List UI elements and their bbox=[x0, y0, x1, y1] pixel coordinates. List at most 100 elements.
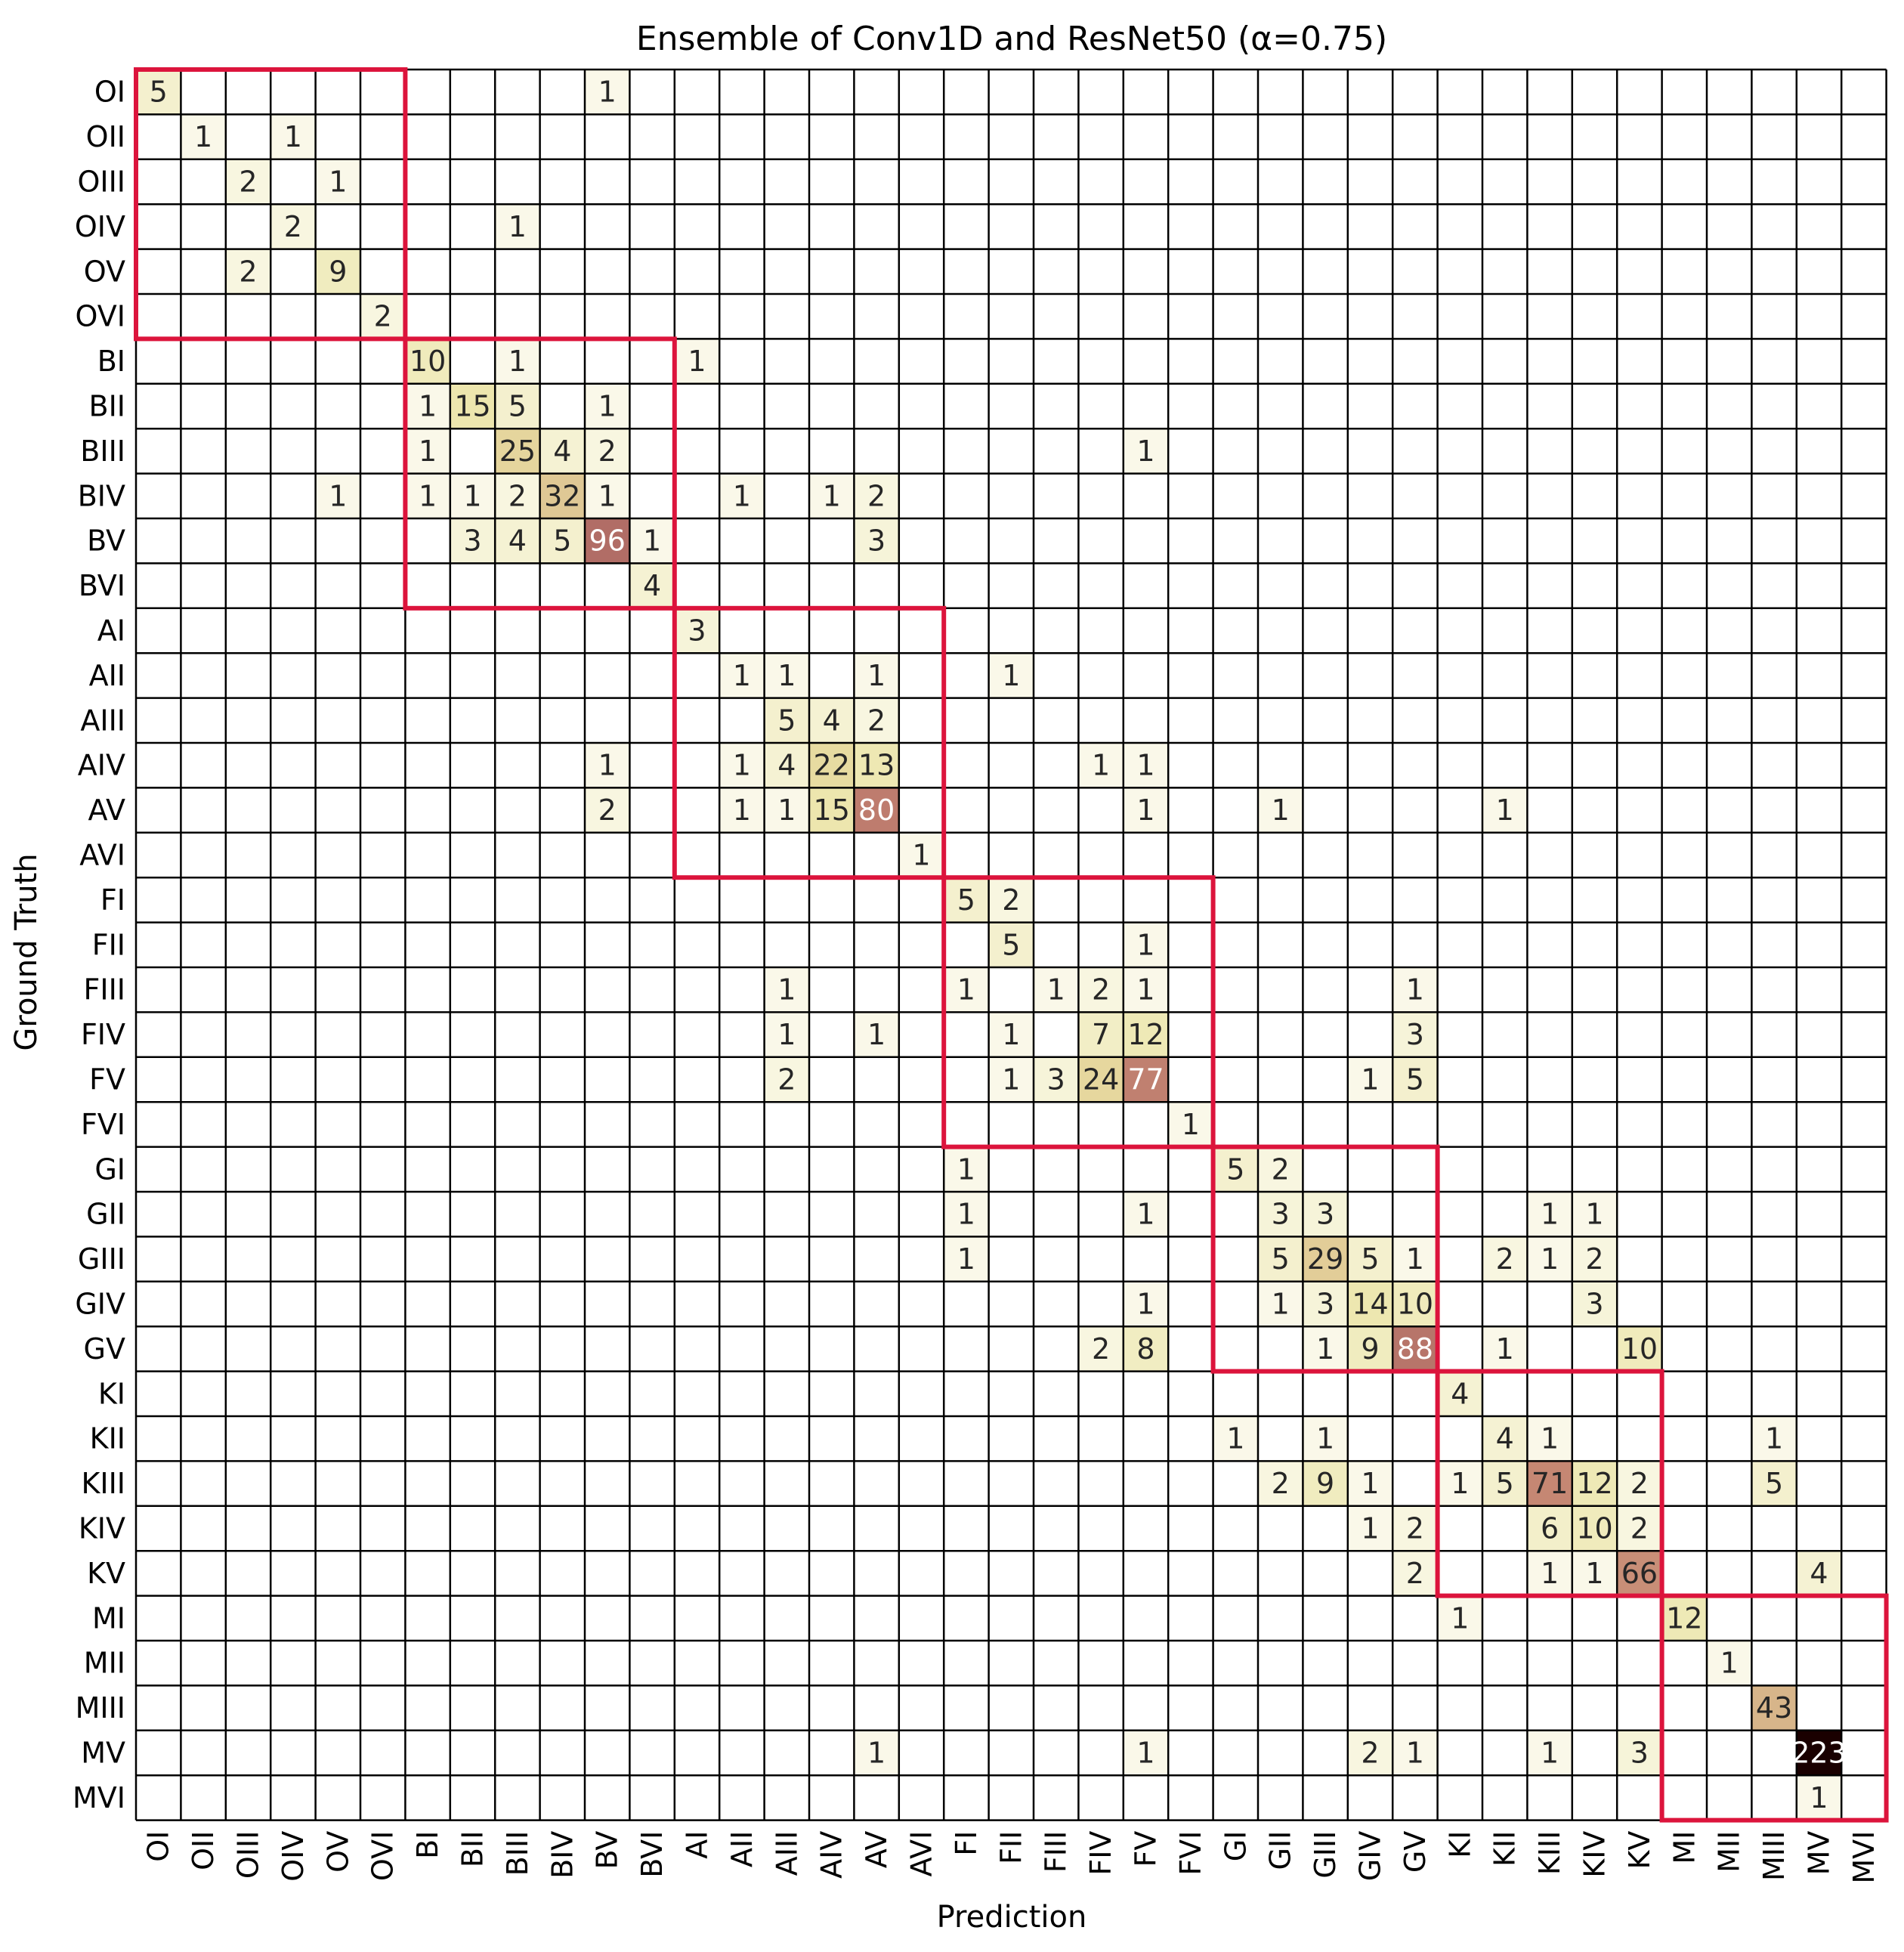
cell-value-label: 2 bbox=[1585, 1242, 1603, 1276]
heatmap-cell bbox=[1437, 1371, 1482, 1416]
heatmap-cell bbox=[1751, 1685, 1797, 1731]
cell-value-label: 1 bbox=[777, 973, 796, 1007]
cell-value-label: 2 bbox=[1092, 973, 1110, 1007]
cell-value-label: 10 bbox=[410, 345, 446, 378]
cell-value-label: 9 bbox=[329, 255, 347, 288]
heatmap-cell bbox=[629, 518, 675, 564]
cell-value-label: 5 bbox=[1226, 1152, 1244, 1186]
cell-value-label: 2 bbox=[1630, 1467, 1649, 1500]
cell-value-label: 25 bbox=[499, 435, 536, 468]
group-highlight-box bbox=[403, 336, 677, 611]
heatmap-cell bbox=[854, 518, 899, 564]
heatmap-cell bbox=[585, 383, 630, 429]
cell-value-label: 5 bbox=[777, 704, 796, 737]
x-tick-label: GIII bbox=[1309, 1831, 1342, 1879]
heatmap-cell bbox=[1303, 1192, 1348, 1237]
cell-value-label: 3 bbox=[688, 614, 706, 648]
cell-value-label: 2 bbox=[239, 255, 257, 288]
cell-value-label: 1 bbox=[957, 1152, 975, 1186]
y-tick-label: BV bbox=[87, 524, 125, 558]
x-tick-label: KV bbox=[1623, 1831, 1656, 1870]
heatmap-cell bbox=[764, 1056, 809, 1103]
heatmap-cell bbox=[764, 743, 809, 788]
cell-value-label: 15 bbox=[814, 793, 850, 827]
y-tick-label: MII bbox=[84, 1647, 125, 1680]
cell-value-label: 9 bbox=[1316, 1467, 1334, 1500]
cell-value-label: 1 bbox=[1002, 1018, 1020, 1051]
x-tick-label: KII bbox=[1488, 1831, 1522, 1867]
heatmap-cell bbox=[315, 159, 360, 205]
x-tick-label: AVI bbox=[905, 1831, 938, 1877]
heatmap-cell bbox=[1392, 1505, 1438, 1551]
cell-value-label: 1 bbox=[329, 166, 347, 199]
y-tick-label: FV bbox=[89, 1063, 125, 1097]
cell-value-label: 77 bbox=[1127, 1063, 1164, 1097]
y-tick-label: BIII bbox=[80, 435, 125, 468]
heatmap-cell bbox=[629, 563, 675, 608]
y-tick-label: GV bbox=[84, 1332, 125, 1366]
heatmap-cell bbox=[809, 787, 855, 833]
cell-value-label: 2 bbox=[1272, 1152, 1290, 1186]
x-tick-label: AIII bbox=[770, 1831, 803, 1876]
x-tick-label: GIV bbox=[1354, 1831, 1387, 1882]
cell-value-label: 5 bbox=[1496, 1467, 1514, 1500]
heatmap-cell bbox=[988, 877, 1034, 923]
x-tick-label: FV bbox=[1130, 1831, 1163, 1867]
x-tick-label: GI bbox=[1219, 1831, 1252, 1862]
heatmap-cell bbox=[1123, 1281, 1169, 1327]
y-tick-label: KIV bbox=[79, 1512, 125, 1545]
heatmap-cell bbox=[1213, 1416, 1258, 1462]
heatmap-cell bbox=[360, 294, 406, 339]
heatmap-cell bbox=[1572, 1281, 1618, 1327]
cell-value-label: 2 bbox=[867, 704, 886, 737]
heatmap-cell bbox=[1482, 1416, 1528, 1462]
x-tick-label: BV bbox=[591, 1831, 624, 1870]
cell-value-label: 2 bbox=[1406, 1557, 1424, 1590]
cell-value-label: 2 bbox=[1496, 1242, 1514, 1276]
heatmap-cell bbox=[719, 473, 765, 518]
heatmap-cell bbox=[719, 743, 765, 788]
x-tick-label: AV bbox=[860, 1831, 893, 1869]
group-highlight-box bbox=[1435, 1369, 1664, 1598]
cell-value-label: 22 bbox=[814, 749, 850, 782]
heatmap-cell bbox=[1527, 1730, 1572, 1776]
y-tick-label: KII bbox=[90, 1422, 125, 1455]
heatmap-cell bbox=[585, 428, 630, 474]
cell-value-label: 1 bbox=[1585, 1198, 1603, 1231]
cell-value-label: 32 bbox=[544, 479, 580, 512]
heatmap-cell bbox=[1303, 1326, 1348, 1372]
heatmap-cell bbox=[495, 339, 540, 384]
heatmap-cell bbox=[1347, 1281, 1393, 1327]
heatmap-cell bbox=[1572, 1236, 1618, 1282]
x-tick-label: KIV bbox=[1578, 1831, 1612, 1878]
cell-value-label: 5 bbox=[1002, 928, 1020, 961]
cell-value-label: 29 bbox=[1307, 1242, 1343, 1276]
cell-value-label: 1 bbox=[1272, 793, 1290, 827]
cell-value-label: 223 bbox=[1791, 1737, 1847, 1770]
cell-value-label: 1 bbox=[1541, 1737, 1559, 1770]
y-tick-label: OVI bbox=[76, 300, 125, 333]
cell-value-label: 1 bbox=[598, 390, 617, 423]
heatmap-cell bbox=[764, 653, 809, 698]
heatmap-cell bbox=[315, 473, 360, 518]
cell-value-label: 1 bbox=[1226, 1422, 1244, 1455]
heatmap-cell bbox=[944, 1236, 989, 1282]
cell-value-label: 5 bbox=[508, 390, 527, 423]
heatmap-cell bbox=[1617, 1505, 1662, 1551]
heatmap-cell bbox=[1572, 1461, 1618, 1506]
y-tick-label: FIII bbox=[84, 973, 125, 1007]
heatmap-cell bbox=[225, 159, 271, 205]
heatmap-cell bbox=[1392, 1326, 1438, 1372]
heatmap-cell bbox=[539, 428, 585, 474]
cell-value-label: 1 bbox=[1541, 1557, 1559, 1590]
heatmap-cell bbox=[450, 383, 496, 429]
cell-value-label: 1 bbox=[1316, 1422, 1334, 1455]
cell-value-label: 1 bbox=[867, 659, 886, 692]
cell-value-label: 5 bbox=[150, 76, 168, 109]
heatmap-cell bbox=[1347, 1730, 1393, 1776]
cell-value-label: 5 bbox=[1765, 1467, 1783, 1500]
cell-value-label: 1 bbox=[1406, 1737, 1424, 1770]
cell-value-label: 1 bbox=[777, 1018, 796, 1051]
cell-value-label: 2 bbox=[1406, 1512, 1424, 1545]
